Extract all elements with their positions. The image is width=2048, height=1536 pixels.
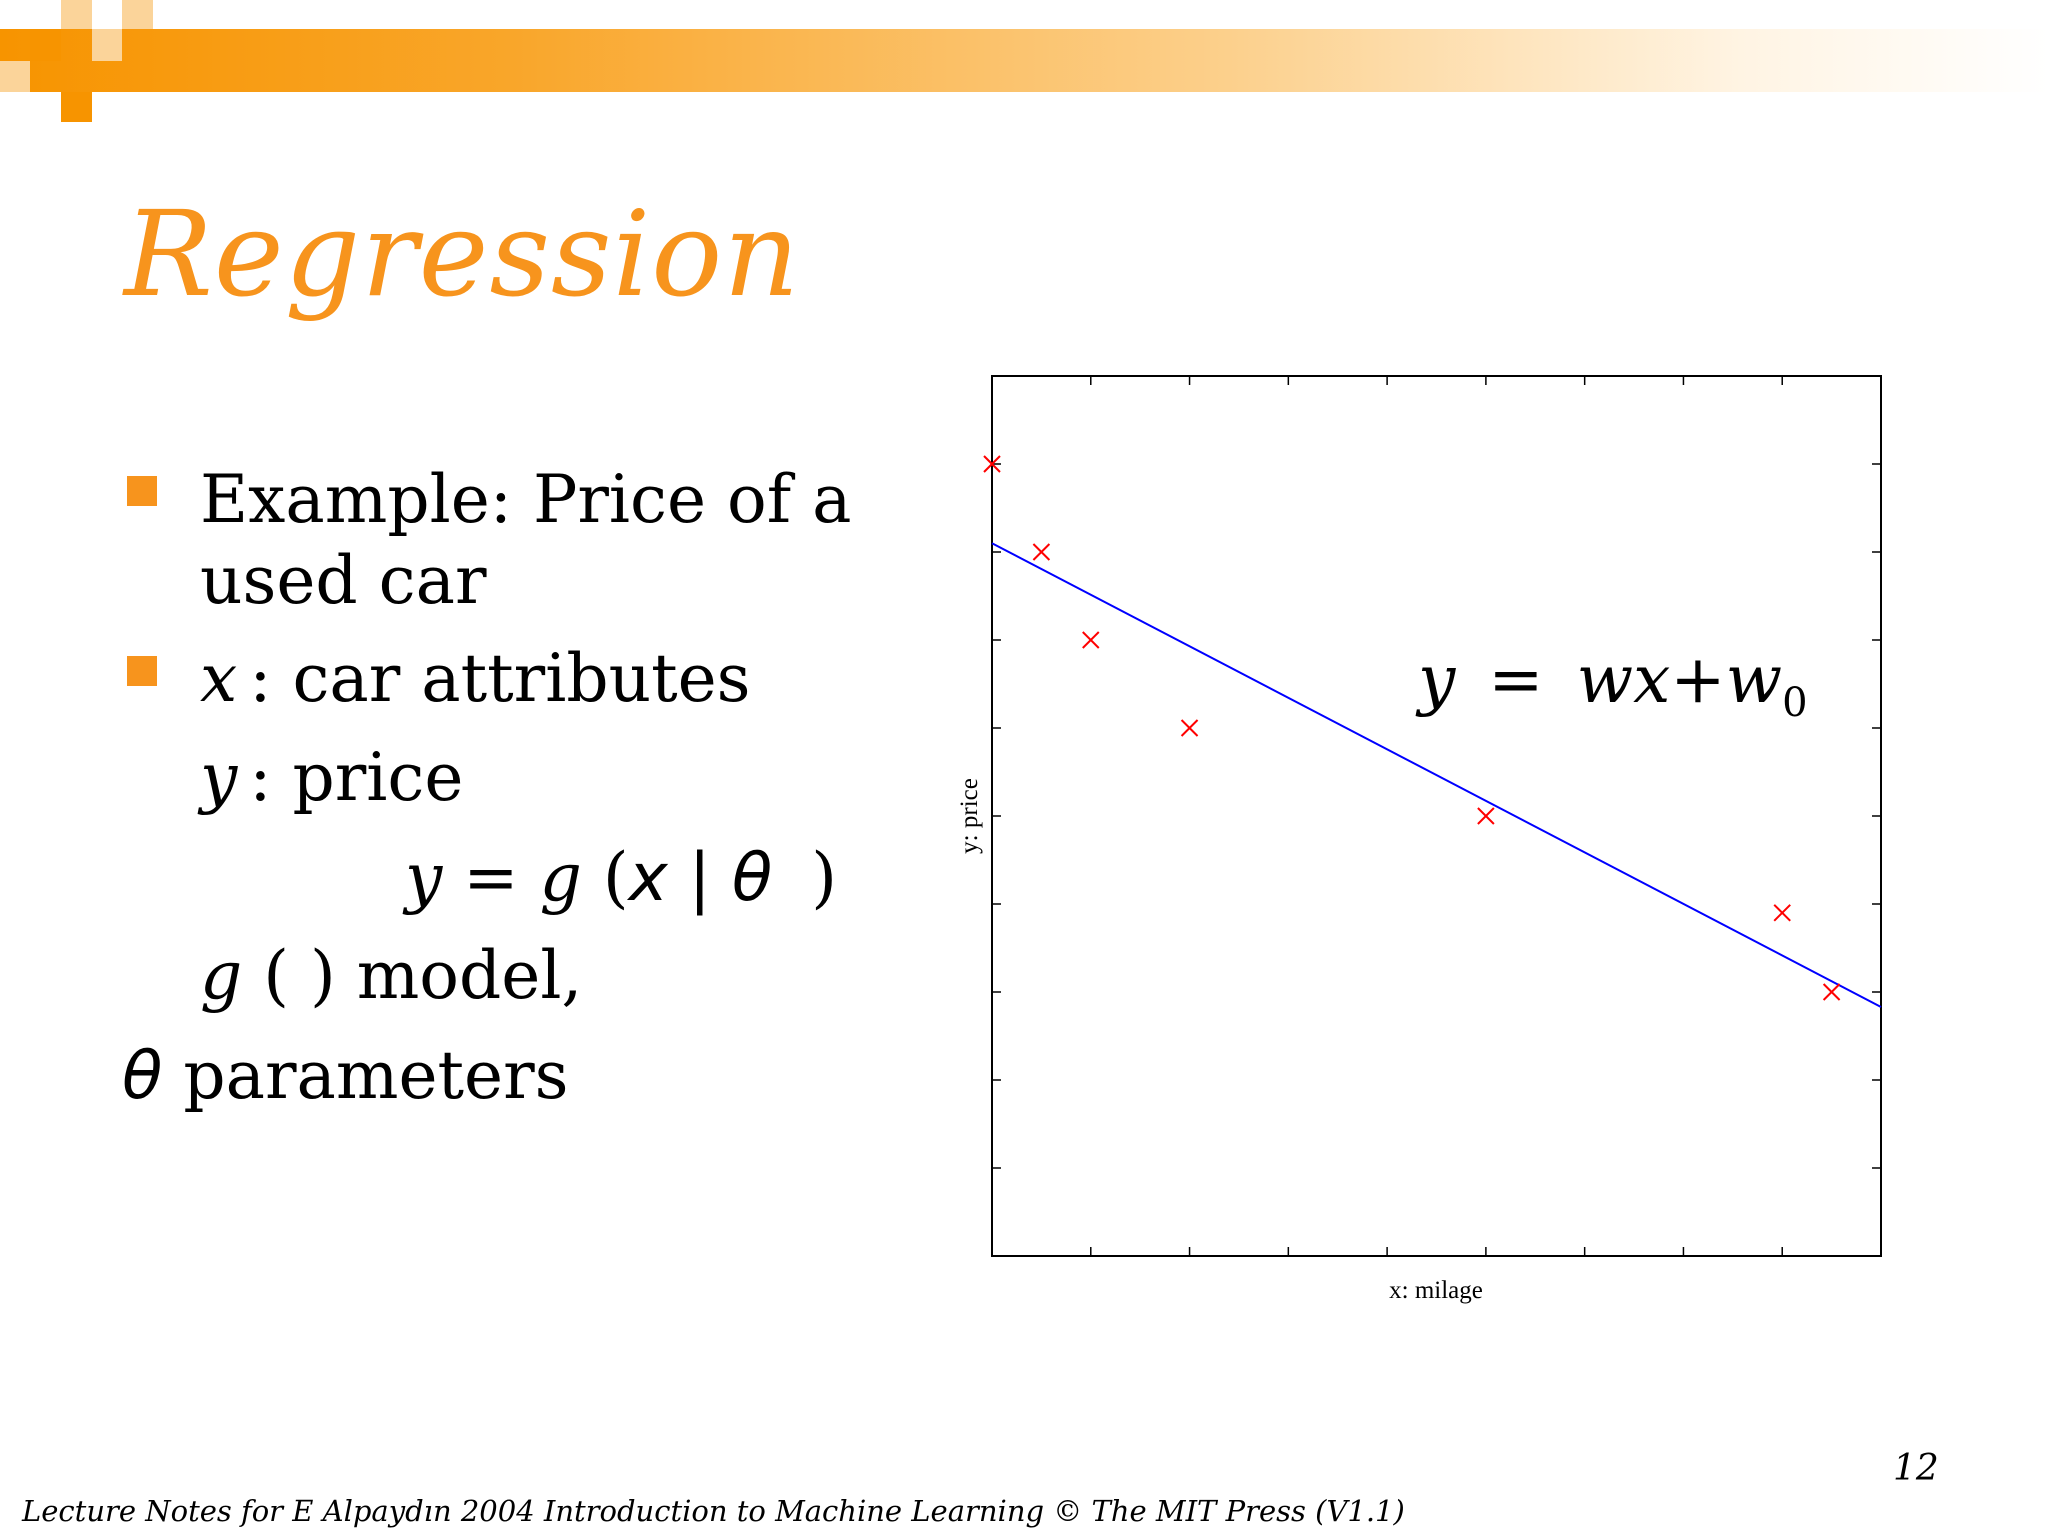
eq-g: g	[539, 839, 582, 916]
line-equation: y = wx+w0	[1415, 641, 1808, 726]
header-square	[61, 0, 92, 29]
axis-ticks	[992, 376, 1881, 1256]
header-square	[92, 29, 122, 61]
regression-line	[991, 542, 1882, 1008]
eq-open-paren: (	[602, 839, 629, 916]
x-description: : car attributes	[249, 640, 751, 717]
bullet-1-line-1: Example: Price of a	[200, 461, 852, 538]
header-square	[30, 29, 61, 61]
slide-title: Regression	[124, 185, 801, 323]
bullet-2: x: car attributes	[200, 646, 751, 712]
param-text: parameters	[183, 1037, 569, 1114]
eqn-y: y	[1415, 641, 1456, 718]
bullet-1-line-2: used car	[200, 542, 487, 619]
y-line: y: price	[200, 745, 463, 811]
header-gradient-bar	[0, 29, 2048, 92]
model-g: g	[200, 937, 243, 1014]
data-point	[1773, 904, 1791, 922]
data-point	[1180, 719, 1199, 737]
eqn-plus: +	[1670, 641, 1725, 718]
model-line: g ( ) model,	[200, 943, 582, 1009]
bullet-marker	[127, 476, 157, 506]
eqn-subscript: 0	[1782, 680, 1807, 726]
eqn-wx: wx	[1577, 641, 1671, 718]
x-variable: x	[200, 640, 238, 717]
eq-equals: =	[463, 839, 519, 916]
y-description: : price	[249, 739, 464, 816]
eqn-equals: =	[1488, 641, 1543, 718]
param-theta: θ	[122, 1037, 163, 1114]
eqn-w: w	[1726, 641, 1783, 718]
header-square	[0, 61, 30, 92]
data-point	[1082, 631, 1100, 649]
header-square	[122, 0, 153, 29]
header-square	[61, 92, 92, 122]
eq-bar: |	[688, 839, 711, 916]
eq-theta: θ	[731, 839, 773, 916]
data-point	[1032, 543, 1051, 561]
footer-citation: Lecture Notes for E Alpaydın 2004 Introd…	[22, 1494, 1405, 1528]
parameters-line: θ parameters	[122, 1043, 569, 1109]
eq-y: y	[405, 839, 443, 916]
x-axis-label: x: milage	[1389, 1277, 1483, 1304]
model-equation: y = g (x | θ )	[405, 845, 837, 911]
page-number: 12	[1893, 1448, 1939, 1489]
data-point	[983, 455, 1001, 473]
data-point	[1477, 807, 1495, 825]
data-points	[983, 455, 1841, 1001]
data-point	[1822, 983, 1841, 1001]
y-variable: y	[200, 739, 238, 816]
model-text: ( ) model,	[263, 937, 583, 1014]
bullet-marker	[127, 656, 157, 686]
y-axis-label: y: price	[956, 778, 983, 854]
eq-close-paren: )	[811, 839, 837, 916]
plot-frame	[991, 375, 1882, 1257]
eq-x: x	[628, 839, 668, 916]
